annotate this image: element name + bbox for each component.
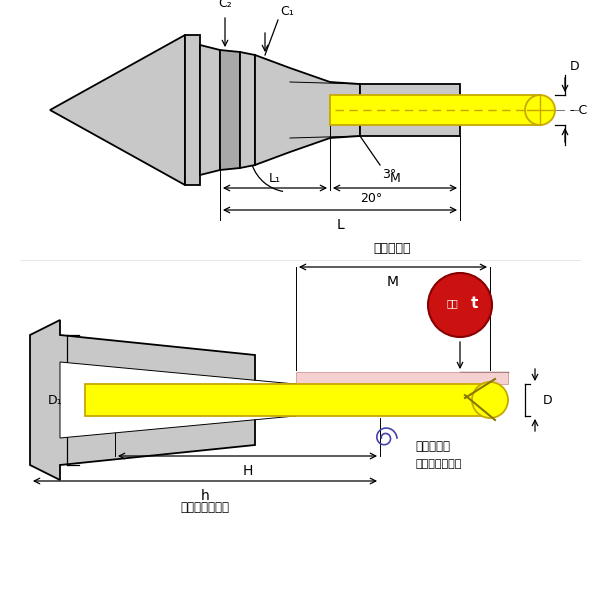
Text: M: M bbox=[389, 172, 400, 185]
Text: 加工有効長: 加工有効長 bbox=[374, 242, 411, 255]
Polygon shape bbox=[200, 45, 220, 175]
Polygon shape bbox=[255, 55, 360, 165]
Text: C₁: C₁ bbox=[280, 5, 294, 18]
Polygon shape bbox=[360, 84, 460, 136]
Text: D: D bbox=[543, 394, 553, 407]
Text: - C: - C bbox=[570, 103, 587, 116]
Circle shape bbox=[525, 95, 555, 125]
Polygon shape bbox=[296, 372, 508, 384]
Text: 工具最大挿入長: 工具最大挿入長 bbox=[181, 501, 229, 514]
Polygon shape bbox=[240, 52, 255, 168]
Circle shape bbox=[428, 273, 492, 337]
Text: 3°: 3° bbox=[382, 168, 396, 181]
Text: C₂: C₂ bbox=[218, 0, 232, 10]
Text: L: L bbox=[336, 218, 344, 232]
Text: 肉厚: 肉厚 bbox=[446, 298, 458, 308]
Polygon shape bbox=[85, 384, 490, 416]
Polygon shape bbox=[185, 35, 200, 185]
Text: つかみ長さ: つかみ長さ bbox=[415, 439, 450, 452]
Polygon shape bbox=[60, 362, 295, 438]
Polygon shape bbox=[220, 50, 240, 170]
Text: t: t bbox=[470, 295, 478, 311]
Text: （最低把持長）: （最低把持長） bbox=[415, 459, 461, 469]
Text: H: H bbox=[242, 464, 253, 478]
Text: L₁: L₁ bbox=[269, 172, 281, 185]
Text: D₁: D₁ bbox=[47, 394, 62, 407]
Polygon shape bbox=[330, 95, 540, 125]
Polygon shape bbox=[30, 320, 295, 480]
Text: h: h bbox=[200, 489, 209, 503]
Circle shape bbox=[472, 382, 508, 418]
Polygon shape bbox=[50, 35, 185, 185]
Text: M: M bbox=[387, 275, 399, 289]
Text: D: D bbox=[570, 60, 580, 73]
Text: 20°: 20° bbox=[360, 192, 382, 205]
